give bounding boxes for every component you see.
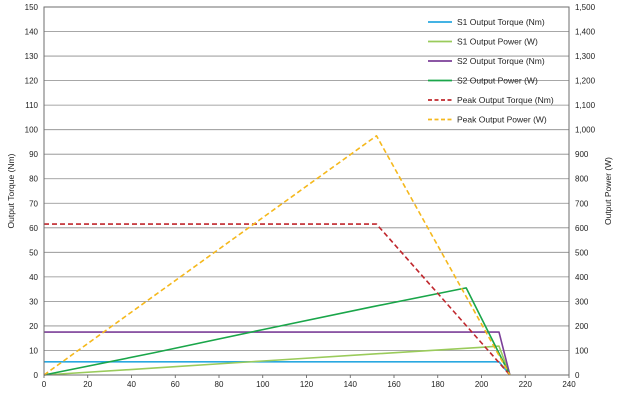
x-tick-label: 160 xyxy=(387,380,401,389)
x-tick-label: 80 xyxy=(215,380,224,389)
y-left-tick-label: 80 xyxy=(29,175,38,184)
x-tick-label: 120 xyxy=(300,380,314,389)
y-right-tick-label: 500 xyxy=(575,248,589,257)
y-left-tick-label: 100 xyxy=(25,126,39,135)
series-line xyxy=(43,135,511,376)
x-tick-label: 180 xyxy=(431,380,445,389)
y-right-tick-label: 1,300 xyxy=(575,52,596,61)
y-left-tick-label: 50 xyxy=(29,248,38,257)
y-left-tick-label: 0 xyxy=(34,371,39,380)
y-left-tick-label: 30 xyxy=(29,297,38,306)
y-left-tick-label: 120 xyxy=(25,77,39,86)
series-line xyxy=(43,345,511,376)
y-axis-left-title: Output Torque (Nm) xyxy=(6,153,16,228)
series-line xyxy=(44,360,511,376)
y-right-tick-label: 0 xyxy=(575,371,580,380)
x-tick-label: 0 xyxy=(42,380,47,389)
y-right-tick-label: 200 xyxy=(575,322,589,331)
y-right-tick-label: 1,200 xyxy=(575,77,596,86)
y-right-tick-label: 1,000 xyxy=(575,126,596,135)
series-line xyxy=(44,223,511,376)
y-right-tick-label: 600 xyxy=(575,224,589,233)
y-left-tick-label: 10 xyxy=(29,346,38,355)
y-axis-right-title: Output Power (W) xyxy=(603,157,613,225)
x-tick-label: 20 xyxy=(83,380,92,389)
y-left-tick-label: 20 xyxy=(29,322,38,331)
y-right-tick-label: 300 xyxy=(575,297,589,306)
legend-label: S2 Output Torque (Nm) xyxy=(457,56,545,66)
x-tick-label: 140 xyxy=(344,380,358,389)
y-right-tick-label: 1,500 xyxy=(575,3,596,12)
y-left-tick-label: 110 xyxy=(25,101,38,110)
x-tick-label: 100 xyxy=(256,380,270,389)
y-right-tick-label: 900 xyxy=(575,150,589,159)
plot-frame xyxy=(43,6,570,376)
y-right-tick-label: 400 xyxy=(575,273,589,282)
legend-label: Peak Output Torque (Nm) xyxy=(457,95,554,105)
y-right-tick-label: 100 xyxy=(575,346,589,355)
y-left-tick-label: 40 xyxy=(29,273,38,282)
axes: 0 10 20 30 40 50 60 70 80 90 100 110 120 130 140 150 0 10… xyxy=(25,3,596,389)
series-line xyxy=(43,287,511,376)
y-left-tick-label: 130 xyxy=(25,52,39,61)
legend-label: S1 Output Torque (Nm) xyxy=(457,17,545,27)
x-tick-label: 240 xyxy=(562,380,576,389)
series-line xyxy=(44,331,511,376)
grid-lines xyxy=(44,6,569,376)
legend-label: S1 Output Power (W) xyxy=(457,37,538,47)
series-lines xyxy=(43,135,511,376)
y-right-tick-label: 1,400 xyxy=(575,28,596,37)
y-right-tick-label: 700 xyxy=(575,199,589,208)
y-left-tick-label: 140 xyxy=(25,28,39,37)
y-right-tick-label: 1,100 xyxy=(575,101,596,110)
y-left-tick-label: 150 xyxy=(25,3,39,12)
x-tick-label: 40 xyxy=(127,380,136,389)
x-tick-label: 200 xyxy=(475,380,489,389)
x-tick-label: 220 xyxy=(519,380,533,389)
y-left-tick-label: 70 xyxy=(29,199,38,208)
legend-label: Peak Output Power (W) xyxy=(457,115,547,125)
legend-label: S2 Output Power (W) xyxy=(457,76,538,86)
legend: S1 Output Torque (Nm) S1 Output Power (W)… xyxy=(428,17,554,125)
y-left-tick-label: 60 xyxy=(29,224,38,233)
y-right-tick-label: 800 xyxy=(575,175,589,184)
y-left-tick-label: 90 xyxy=(29,150,38,159)
x-tick-label: 60 xyxy=(171,380,180,389)
